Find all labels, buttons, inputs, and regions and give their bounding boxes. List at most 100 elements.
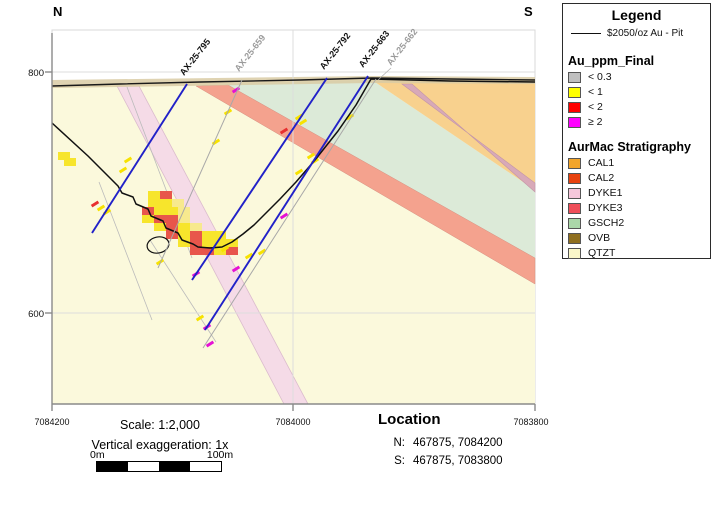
assay-block-cell: [160, 199, 172, 207]
drillhole-trace-AX-25-792: [191, 77, 328, 281]
x-tick-label-7084200: 7084200: [34, 417, 70, 427]
location-north-key: N:: [393, 437, 406, 449]
assay-interval-tick: [257, 248, 267, 256]
assay-block-cell: [154, 207, 166, 215]
legend-item-strat-2: DYKE1: [568, 187, 622, 200]
strat-label: GSCH2: [588, 217, 625, 229]
unit-cal1: [372, 79, 535, 190]
axes: [45, 33, 536, 411]
legend-pit-item: $2050/oz Au - Pit: [571, 28, 683, 39]
scale-text: Scale: 1:2,000: [120, 418, 200, 432]
legend-au-header: Au_ppm_Final: [568, 54, 655, 68]
location-north-value: 467875, 7084200: [413, 437, 503, 449]
assay-interval-tick: [155, 258, 165, 266]
strat-label: DYKE3: [588, 202, 623, 214]
x-tick-label-7084000: 7084000: [275, 417, 311, 427]
assay-block-cell: [154, 223, 166, 231]
assay-block-cell: [160, 191, 172, 199]
assay-block-cell: [178, 231, 190, 239]
structure-line: [98, 181, 153, 321]
au-label: < 1: [588, 86, 603, 98]
assay-block-cell: [58, 152, 70, 160]
assay-block-cell: [148, 191, 160, 199]
assay-interval-tick: [231, 265, 241, 273]
location-title: Location: [378, 411, 441, 428]
scalebar-end-label: 100m: [206, 449, 234, 461]
assay-block-cell: [226, 247, 238, 255]
strat-swatch-cal1: [568, 158, 581, 169]
legend-item-au-3: ≥ 2: [568, 116, 603, 129]
scale-bar: [96, 461, 222, 472]
assay-interval-tick: [298, 118, 308, 126]
assay-blocks-layer: [58, 152, 238, 255]
assay-block-cell: [142, 207, 154, 215]
assay-interval-tick: [118, 166, 128, 174]
assay-interval-tick: [96, 204, 106, 212]
au-swatch-lt2: [568, 102, 581, 113]
assay-block-cell: [190, 231, 202, 239]
location-south-key: S:: [394, 455, 405, 467]
scalebar-seg-1: [97, 462, 128, 471]
strat-swatch-dyke1: [568, 188, 581, 199]
strat-label: CAL2: [588, 172, 615, 184]
label-leader-line: [377, 67, 392, 81]
assay-interval-tick: [195, 314, 205, 322]
assay-interval-tick: [244, 252, 254, 260]
au-label: < 0.3: [588, 71, 612, 83]
drillhole-trace-AX-25-659: [157, 79, 243, 269]
assay-block-cell: [172, 199, 184, 207]
assay-block-cell: [190, 239, 202, 247]
strat-swatch-cal2: [568, 173, 581, 184]
assay-block-cell: [142, 215, 154, 223]
assay-block-cell: [190, 247, 202, 255]
structure-line: [149, 239, 217, 343]
assay-interval-tick: [205, 340, 215, 348]
x-tick-label-7083800: 7083800: [513, 417, 549, 427]
au-swatch-lt1: [568, 87, 581, 98]
strat-label: OVB: [588, 232, 611, 244]
legend-item-strat-3: DYKE3: [568, 202, 622, 215]
legend-item-strat-1: CAL2: [568, 172, 614, 185]
pit-line-label: $2050/oz Au - Pit: [607, 28, 684, 39]
legend-item-au-1: < 1: [568, 86, 603, 99]
unit-dyke-mauve: [401, 83, 536, 193]
assay-block-cell: [214, 231, 226, 239]
gridlines: [52, 30, 535, 404]
legend-item-strat-5: OVB: [568, 232, 610, 245]
assay-interval-tick: [90, 200, 100, 208]
scalebar-start-label: 0m: [90, 449, 105, 461]
legend-title: Legend: [611, 7, 662, 23]
location-south-row: S: 467875, 7083800: [385, 455, 502, 467]
au-swatch-lt03: [568, 72, 581, 83]
assay-block-cell: [148, 199, 160, 207]
au-label: ≥ 2: [588, 116, 603, 128]
assay-block-cell: [214, 247, 226, 255]
assay-block-cell: [166, 215, 178, 223]
strat-swatch-qtzt: [568, 248, 581, 259]
drillhole-trace-AX-25-663: [204, 75, 369, 331]
scalebar-seg-3: [159, 462, 190, 471]
legend-item-au-0: < 0.3: [568, 71, 612, 84]
legend-item-strat-4: GSCH2: [568, 217, 624, 230]
legend-panel: Legend $2050/oz Au - Pit Au_ppm_Final < …: [562, 3, 711, 259]
assay-interval-tick: [123, 156, 133, 164]
surface-line: [51, 77, 536, 87]
pit-line-sample: [571, 33, 601, 34]
legend-item-strat-6: QTZT: [568, 247, 615, 260]
unit-gsch2: [225, 80, 535, 258]
scalebar-border: [96, 461, 222, 472]
assay-block-cell: [202, 247, 214, 255]
assay-interval-tick: [220, 245, 230, 253]
strat-swatch-dyke3: [568, 203, 581, 214]
strat-label: CAL1: [588, 157, 615, 169]
au-swatch-ge2: [568, 117, 581, 128]
legend-strat-header: AurMac Stratigraphy: [568, 140, 691, 154]
assay-block-cell: [166, 207, 178, 215]
y-tick-label-600: 600: [28, 309, 44, 320]
assay-interval-tick: [306, 152, 316, 160]
assay-interval-tick: [279, 212, 289, 220]
location-north-row: N: 467875, 7084200: [385, 437, 503, 449]
assay-block-cell: [166, 231, 178, 239]
